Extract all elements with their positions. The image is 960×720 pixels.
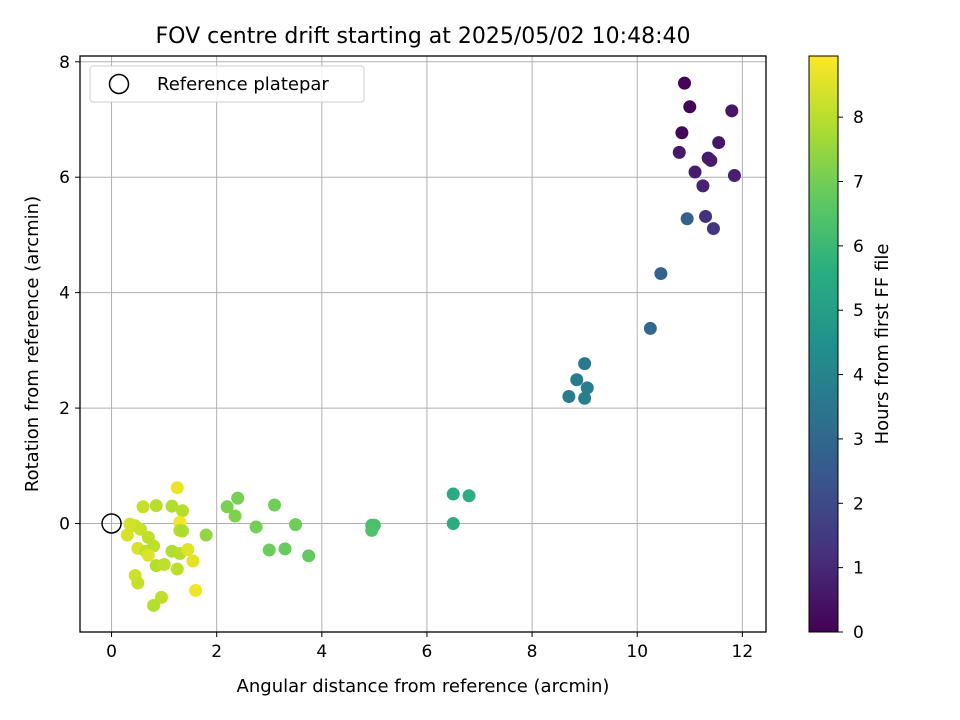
colorbar-tick-label: 1	[853, 559, 864, 579]
grid	[80, 56, 766, 632]
data-point	[133, 522, 147, 536]
data-point	[696, 179, 710, 193]
colorbar-tick-label: 6	[853, 237, 864, 257]
y-tick-label: 4	[59, 284, 70, 304]
colorbar-gradient	[808, 55, 839, 633]
x-tick-label: 6	[422, 642, 433, 662]
colorbar-tick-label: 0	[853, 623, 864, 643]
data-point	[278, 542, 292, 556]
x-tick-label: 10	[626, 642, 648, 662]
data-point	[688, 165, 702, 179]
x-axis-ticks: 0 2 4 6 8 10 12	[106, 632, 753, 662]
y-axis-ticks: 0 2 4 6 8	[59, 53, 80, 534]
data-point	[136, 500, 150, 514]
data-point	[228, 509, 242, 523]
data-point	[446, 487, 460, 501]
data-point	[267, 498, 281, 512]
data-point	[462, 489, 476, 503]
plot-frame	[79, 55, 767, 633]
legend-box	[89, 65, 365, 103]
data-point	[675, 126, 689, 140]
legend: Reference platepar	[89, 65, 365, 103]
data-point	[678, 76, 692, 90]
data-point	[157, 557, 171, 571]
data-point	[149, 499, 163, 513]
data-point	[123, 517, 137, 531]
data-point	[643, 321, 657, 335]
data-point	[189, 583, 203, 597]
colorbar-tick-label: 8	[853, 108, 864, 128]
data-point	[706, 222, 720, 236]
legend-label-reference: Reference platepar	[157, 74, 329, 95]
data-point	[365, 523, 379, 537]
chart-title: FOV centre drift starting at 2025/05/02 …	[156, 24, 691, 49]
data-point	[170, 481, 184, 495]
x-tick-label: 12	[732, 642, 754, 662]
colorbar-tick-label: 3	[853, 430, 864, 450]
data-point	[165, 499, 179, 513]
reference-platepar-marker	[101, 513, 122, 534]
colorbar-label: Hours from first FF file	[872, 244, 893, 445]
data-point	[580, 381, 594, 395]
colorbar-tick-label: 2	[853, 494, 864, 514]
data-point	[578, 391, 592, 405]
data-point	[289, 518, 303, 532]
data-point	[181, 542, 195, 556]
data-point	[249, 520, 263, 534]
x-tick-label: 0	[106, 642, 117, 662]
data-point	[147, 598, 161, 612]
colorbar: 0 1 2 3 4 5 6 7 8 Hours from first FF file	[808, 55, 893, 643]
x-tick-label: 2	[211, 642, 222, 662]
data-point	[231, 491, 245, 505]
data-point	[131, 576, 145, 590]
y-axis-label: Rotation from reference (arcmin)	[22, 196, 43, 492]
data-point	[154, 590, 168, 604]
colorbar-ticks: 0 1 2 3 4 5 6 7 8	[838, 108, 864, 643]
data-point	[562, 390, 576, 404]
data-point	[302, 549, 316, 563]
data-point	[578, 357, 592, 371]
x-tick-label: 8	[527, 642, 538, 662]
data-point	[170, 562, 184, 576]
colorbar-tick-label: 5	[853, 301, 864, 321]
data-point	[120, 528, 134, 542]
data-point	[712, 136, 726, 150]
data-point	[199, 528, 213, 542]
colorbar-tick-label: 7	[853, 172, 864, 192]
data-point	[683, 100, 697, 114]
data-point	[570, 373, 584, 387]
data-point	[176, 524, 190, 538]
y-tick-label: 6	[59, 168, 70, 188]
data-point	[654, 267, 668, 281]
data-point	[672, 145, 686, 159]
data-point	[176, 504, 190, 518]
x-axis-label: Angular distance from reference (arcmin)	[237, 676, 610, 697]
legend-marker-reference	[108, 73, 130, 95]
data-point	[727, 168, 741, 182]
data-points	[120, 76, 741, 612]
data-point	[680, 212, 694, 226]
y-tick-label: 8	[59, 53, 70, 73]
y-tick-label: 2	[59, 399, 70, 419]
data-point	[262, 543, 276, 557]
data-point	[141, 548, 155, 562]
data-point	[186, 554, 200, 568]
colorbar-tick-label: 4	[853, 366, 864, 386]
data-point	[699, 209, 713, 223]
x-tick-label: 4	[316, 642, 327, 662]
data-point	[725, 104, 739, 118]
y-tick-label: 0	[59, 514, 70, 534]
data-point	[220, 500, 234, 514]
data-point	[446, 516, 460, 530]
data-point	[704, 153, 718, 167]
